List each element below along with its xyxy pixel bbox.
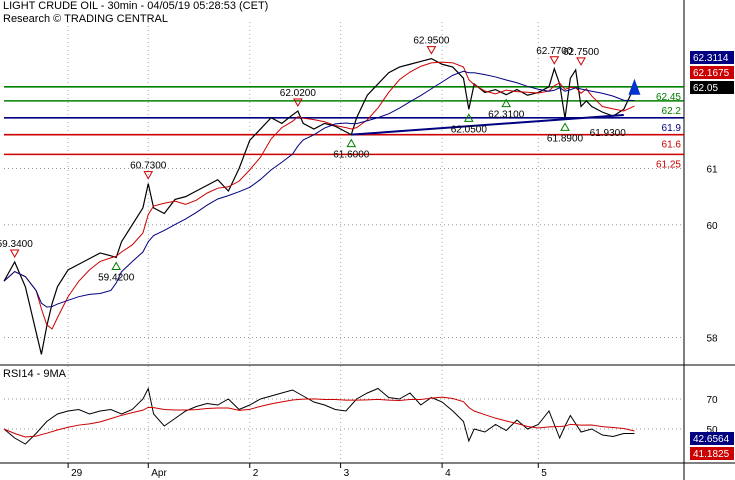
swing-high-marker [9, 249, 20, 258]
swing-low-label: 62.3100 [488, 110, 525, 121]
swing-low-label: 59.4200 [98, 272, 135, 283]
price-tag-bg [690, 51, 734, 64]
swing-low-marker [463, 113, 474, 122]
price-tags: 62.3114 62.1675 62.05 42.6564 41.1825 [690, 51, 734, 460]
swing-high-marker [292, 98, 303, 108]
price-label: 61.9300 [590, 128, 627, 139]
rsi-panel-title: RSI14 - 9MA [3, 368, 66, 380]
y-tick-label: 61 [706, 164, 718, 175]
swing-high-label: 62.0200 [280, 88, 317, 99]
swing-low-marker [346, 138, 357, 148]
swing-high-label: 62.7500 [563, 47, 600, 58]
level-label: 61.6 [662, 140, 682, 151]
level-label: 61.25 [656, 159, 681, 170]
annotations: 59.3400 60.7300 59.4200 62.0200 61.6000 62.95… [0, 36, 626, 284]
price-tag-value: 62.1675 [693, 68, 730, 79]
price-line [3, 57, 635, 355]
level-label: 61.9 [662, 123, 682, 134]
ma-slow-line [3, 70, 635, 308]
trend-line [351, 113, 624, 136]
x-tick-label: 2 [253, 468, 259, 479]
rsi-tick-label: 50 [706, 425, 718, 436]
swing-high-label: 59.3400 [0, 239, 33, 250]
swing-low-label: 62.0500 [451, 124, 488, 135]
swing-high-marker [549, 56, 560, 65]
rsi-tag-bg [690, 432, 734, 445]
y-tick-label: 58 [706, 333, 718, 344]
level-label: 62.2 [662, 106, 682, 117]
y-tick-label: 60 [706, 221, 718, 232]
price-tag-value: 62.3114 [693, 53, 729, 64]
swing-low-marker [560, 122, 570, 131]
projection-arrow [628, 78, 641, 95]
ma-fast-line [3, 61, 635, 330]
swing-low-marker [501, 98, 512, 108]
swing-high-label: 60.7300 [130, 161, 167, 172]
rsi-tag-value: 41.1825 [693, 449, 730, 460]
rsi-ma-line [3, 396, 635, 438]
level-label: 62.45 [656, 92, 681, 103]
swing-low-label: 61.6000 [333, 150, 370, 161]
axes: 58 60 61 50 70 29 Apr 2 3 4 5 [67, 164, 718, 479]
x-tick-label: 5 [541, 468, 547, 479]
price-tag-bg [690, 66, 734, 79]
rsi-tag-bg [690, 447, 734, 460]
swing-high-marker [576, 57, 586, 66]
rsi-tick-label: 70 [706, 395, 718, 406]
x-tick-label: Apr [151, 468, 167, 479]
x-tick-label: 4 [445, 468, 451, 479]
main-panel-frame [3, 21, 685, 361]
rsi-series [3, 387, 635, 445]
chart-subtitle: Research © TRADING CENTRAL [3, 13, 168, 25]
chart-title: LIGHT CRUDE OIL - 30min - 04/05/19 05:28… [3, 0, 269, 12]
price-tag-value: 62.05 [693, 83, 718, 94]
swing-high-label: 62.7700 [536, 46, 573, 57]
price-tag-bg [690, 81, 734, 94]
x-tick-label: 29 [71, 468, 83, 479]
horizontal-levels: 62.45 62.2 61.9 61.6 61.25 [4, 85, 684, 170]
swing-low-marker [111, 261, 122, 270]
swing-high-label: 62.9500 [413, 36, 450, 47]
rsi-line [3, 387, 635, 445]
price-series [3, 57, 641, 355]
x-tick-label: 3 [344, 468, 350, 479]
rsi-tag-value: 42.6564 [693, 434, 730, 445]
swing-low-label: 61.8900 [547, 133, 584, 144]
swing-high-marker [426, 46, 437, 55]
swing-high-marker [143, 171, 154, 180]
